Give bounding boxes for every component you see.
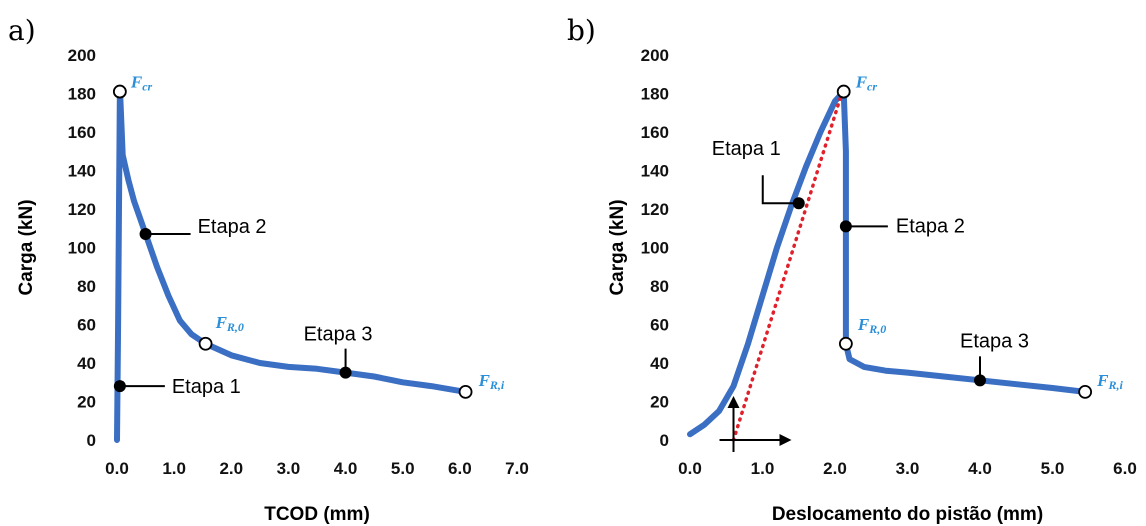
y-tick-label: 80	[77, 277, 96, 296]
filled-point-marker	[339, 366, 352, 379]
x-tick-label: 4.0	[968, 459, 992, 478]
x-tick-label: 3.0	[896, 459, 920, 478]
stage-annotation: Etapa 1	[712, 138, 781, 160]
y-tick-label: 160	[68, 123, 96, 142]
y-tick-label: 160	[641, 123, 669, 142]
x-tick-label: 5.0	[391, 459, 415, 478]
x-tick-label: 7.0	[505, 459, 529, 478]
open-point-marker	[112, 84, 127, 99]
arrowhead-icon	[727, 396, 740, 408]
open-point-marker	[838, 336, 853, 351]
x-tick-label: 6.0	[448, 459, 472, 478]
x-tick-label: 0.0	[678, 459, 702, 478]
point-label: FR,i	[1096, 371, 1123, 392]
panel-letter: b)	[567, 14, 596, 47]
x-tick-label: 6.0	[1113, 459, 1137, 478]
chart-panel-a: a) 0 20 40 60 80 100 120 140 160 180 200 0.0 1.0 2.0 3.…	[8, 14, 529, 525]
y-tick-label: 180	[68, 85, 96, 104]
y-tick-label: 120	[68, 200, 96, 219]
open-point-marker	[1078, 384, 1093, 399]
filled-point-marker	[792, 197, 805, 210]
y-tick-label: 100	[68, 239, 96, 258]
linear-fit-line	[731, 89, 845, 442]
leader-line	[761, 175, 798, 205]
y-tick-label: 120	[641, 200, 669, 219]
y-tick-label: 180	[641, 85, 669, 104]
filled-point-marker	[974, 374, 986, 387]
filled-point-marker	[839, 220, 852, 233]
y-tick-label: 40	[650, 354, 669, 373]
y-tick-label: 60	[77, 316, 96, 335]
y-tick-label: 60	[650, 316, 669, 335]
y-tick-label: 40	[77, 354, 96, 373]
stage-annotation: Etapa 3	[304, 324, 373, 346]
y-tick-label: 140	[68, 162, 96, 181]
filled-point-marker	[139, 228, 152, 241]
x-tick-label: 5.0	[1041, 459, 1065, 478]
y-tick-label: 0	[87, 431, 96, 450]
y-tick-label: 200	[68, 46, 96, 65]
x-tick-label: 4.0	[334, 459, 358, 478]
x-tick-label: 1.0	[751, 459, 775, 478]
y-axis-label: Carga (kN)	[607, 199, 628, 295]
load-curve-line	[114, 84, 469, 443]
chart-panel-b: b) 0 20 40 60 80 100 120 140 160 180 200 0.0 1.0 2.0 3.…	[567, 14, 1137, 525]
point-label: FR,0	[215, 313, 244, 334]
stage-annotation: Etapa 2	[198, 216, 267, 238]
y-tick-label: 100	[641, 239, 669, 258]
point-label: FR,i	[478, 371, 505, 392]
point-label: FR,0	[857, 315, 886, 336]
point-label: Fcr	[855, 73, 878, 94]
open-point-marker	[458, 384, 473, 399]
panel-letter: a)	[8, 14, 36, 47]
arrowhead-icon	[779, 434, 792, 446]
y-tick-label: 0	[660, 431, 669, 450]
y-tick-label: 200	[641, 46, 669, 65]
y-tick-label: 20	[650, 393, 669, 412]
x-tick-label: 2.0	[219, 459, 243, 478]
point-label: Fcr	[130, 73, 153, 94]
y-tick-label: 140	[641, 162, 669, 181]
x-tick-label: 2.0	[823, 459, 847, 478]
filled-point-marker	[113, 380, 126, 393]
open-point-marker	[836, 84, 851, 99]
x-axis-label: Deslocamento do pistão (mm)	[772, 504, 1043, 525]
x-tick-label: 0.0	[105, 459, 129, 478]
x-axis-label: TCOD (mm)	[264, 504, 370, 525]
y-tick-label: 20	[77, 393, 96, 412]
open-point-marker	[198, 336, 213, 351]
stage-annotation: Etapa 1	[172, 376, 241, 398]
y-tick-label: 80	[650, 277, 669, 296]
x-tick-label: 3.0	[277, 459, 301, 478]
stage-annotation: Etapa 2	[896, 215, 965, 237]
y-axis-label: Carga (kN)	[16, 199, 37, 295]
stage-annotation: Etapa 3	[960, 330, 1029, 352]
x-tick-label: 1.0	[162, 459, 186, 478]
